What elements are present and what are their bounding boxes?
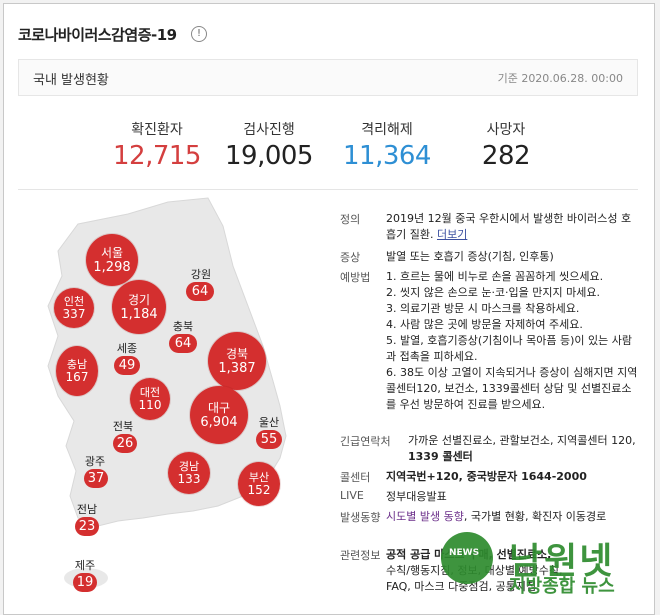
news-logo-icon: NEWS xyxy=(441,532,493,584)
region-jeonnam-name: 전남 xyxy=(76,503,98,516)
region-gyeongbuk-name: 경북 xyxy=(225,346,249,361)
region-daegu-count: 6,904 xyxy=(200,414,238,430)
info-definition-key: 정의 xyxy=(340,213,361,226)
info-trend-key: 발생동향 xyxy=(340,511,381,524)
info-emergency-text: 가까운 선별진료소, 관할보건소, 지역콜센터 120, 1339 콜센터 xyxy=(408,433,640,465)
region-seoul-count: 1,298 xyxy=(93,259,131,275)
region-incheon[interactable]: 인천 337 xyxy=(54,288,94,328)
stat-testing-value: 19,005 xyxy=(225,141,313,171)
region-jeju-count[interactable]: 19 xyxy=(73,573,97,592)
emergency-1339: 1339 콜센터 xyxy=(408,450,473,463)
region-daejeon-name: 대전 xyxy=(139,386,161,399)
region-sejong-name: 세종 xyxy=(116,342,138,355)
trend-link-country[interactable]: 국가별 현황 xyxy=(470,510,525,523)
info-prevention-key: 예방법 xyxy=(340,271,371,284)
region-chungnam[interactable]: 충남 167 xyxy=(56,346,98,396)
region-busan[interactable]: 부산 152 xyxy=(238,462,280,506)
info-symptom-text: 발열 또는 호흡기 증상(기침, 인후통) xyxy=(386,250,554,263)
region-jeonbuk-count[interactable]: 26 xyxy=(113,434,137,453)
region-gyeongbuk-count: 1,387 xyxy=(218,360,256,376)
region-busan-name: 부산 xyxy=(248,471,270,484)
region-ulsan-count[interactable]: 55 xyxy=(256,430,282,449)
stat-confirmed-label: 확진환자 xyxy=(131,122,183,138)
region-gwangju-name: 광주 xyxy=(84,455,106,468)
prevention-list: 1. 흐르는 물에 비누로 손을 꼼꼼하게 씻으세요. 2. 씻지 않은 손으로… xyxy=(386,269,640,413)
region-seoul[interactable]: 서울 1,298 xyxy=(86,234,138,286)
stat-deaths: 사망자 282 xyxy=(441,119,571,171)
related-line-3[interactable]: FAQ, 마스크 다중점검, 공통지침 xyxy=(386,580,537,593)
region-chungnam-count: 167 xyxy=(65,370,89,384)
prevention-item: 6. 38도 이상 고열이 지속되거나 증상이 심해지면 지역콜센터120, 보… xyxy=(386,366,638,411)
watermark-sub: 지방종합 뉴스 xyxy=(509,576,615,597)
logo-text: NEWS xyxy=(449,548,480,558)
stat-testing: 검사진행 19,005 xyxy=(204,119,334,171)
watermark: NEWS 남원넷 지방종합 뉴스 xyxy=(419,527,654,614)
trend-link-route[interactable]: 확진자 이동경로 xyxy=(531,510,607,523)
info-callcenter-key: 콜센터 xyxy=(340,471,371,484)
stat-released: 격리해제 11,364 xyxy=(322,119,452,171)
korea-map: 서울 1,298 인천 337 경기 1,184 강원 64 충북 64 세종 … xyxy=(18,196,328,596)
page-title: 코로나바이러스감염증-19 xyxy=(18,26,177,44)
region-gyeonggi[interactable]: 경기 1,184 xyxy=(112,280,166,334)
domestic-status-label: 국내 발생현황 xyxy=(33,73,109,88)
stat-confirmed: 확진환자 12,715 xyxy=(92,119,222,171)
covid-panel: 코로나바이러스감염증-19 ! 국내 발생현황 기준 2020.06.28. 0… xyxy=(3,3,655,615)
info-definition-text: 2019년 12월 중국 우한시에서 발생한 바이러스성 호흡기 질환. 더보기 xyxy=(386,211,640,243)
info-live-key: LIVE xyxy=(340,489,364,502)
region-gyeongnam-name: 경남 xyxy=(178,460,200,473)
stat-released-value: 11,364 xyxy=(343,141,431,171)
region-daegu-name: 대구 xyxy=(207,400,231,415)
region-busan-count: 152 xyxy=(247,483,271,497)
info-trend-links: 시도별 발생 동향, 국가별 현황, 확진자 이동경로 xyxy=(386,510,607,523)
stat-deaths-label: 사망자 xyxy=(486,122,526,138)
region-gyeonggi-name: 경기 xyxy=(127,292,151,307)
region-gangwon-count[interactable]: 64 xyxy=(186,282,214,301)
emergency-text: 가까운 선별진료소, 관할보건소, 지역콜센터 120, xyxy=(408,434,636,447)
timestamp: 기준 2020.06.28. 00:00 xyxy=(497,72,623,85)
prevention-item: 5. 발열, 호흡기증상(기침이나 목아픔 등)이 있는 사람과 접촉을 피하세… xyxy=(386,334,632,363)
region-jeonnam-count[interactable]: 23 xyxy=(75,517,99,536)
info-symptom-key: 증상 xyxy=(340,251,361,264)
info-callcenter-text: 지역국번+120, 중국방문자 1644-2000 xyxy=(386,470,587,483)
region-jeonbuk-name: 전북 xyxy=(112,420,134,433)
trend-link-region[interactable]: 시도별 발생 동향 xyxy=(386,510,464,523)
info-live-link[interactable]: 정부대응발표 xyxy=(386,490,447,503)
region-gwangju-count[interactable]: 37 xyxy=(84,469,108,488)
region-incheon-name: 인천 xyxy=(63,295,85,308)
region-gyeongnam-count: 133 xyxy=(177,472,201,486)
stat-confirmed-value: 12,715 xyxy=(113,141,201,171)
info-emergency-key: 긴급연락처 xyxy=(340,435,391,448)
region-gyeongnam[interactable]: 경남 133 xyxy=(168,452,210,494)
stat-released-label: 격리해제 xyxy=(361,122,413,138)
region-gyeongbuk[interactable]: 경북 1,387 xyxy=(208,332,266,390)
prevention-item: 1. 흐르는 물에 비누로 손을 꼼꼼하게 씻으세요. xyxy=(386,270,604,283)
region-chungbuk-count[interactable]: 64 xyxy=(169,334,197,353)
region-ulsan-name: 울산 xyxy=(258,416,280,429)
region-sejong-count[interactable]: 49 xyxy=(114,356,140,375)
prevention-item: 4. 사람 많은 곳에 방문을 자제하여 주세요. xyxy=(386,318,583,331)
info-related-key: 관련정보 xyxy=(340,549,381,562)
region-daejeon[interactable]: 대전 110 xyxy=(130,378,170,420)
info-icon[interactable]: ! xyxy=(191,26,207,42)
definition-more-link[interactable]: 더보기 xyxy=(436,228,468,241)
stat-testing-label: 검사진행 xyxy=(243,122,295,138)
region-chungbuk-name: 충북 xyxy=(172,320,194,333)
watermark-title: 남원넷 xyxy=(509,541,615,582)
definition-text: 2019년 12월 중국 우한시에서 발생한 바이러스성 호흡기 질환. xyxy=(386,212,632,241)
region-jeju-name: 제주 xyxy=(74,559,96,572)
domestic-status-bar: 국내 발생현황 기준 2020.06.28. 00:00 xyxy=(18,59,638,96)
prevention-item: 2. 씻지 않은 손으로 눈·코·입을 만지지 마세요. xyxy=(386,286,601,299)
map-outline xyxy=(47,197,287,588)
divider xyxy=(18,189,638,190)
region-gangwon-name: 강원 xyxy=(190,268,212,281)
region-chungnam-name: 충남 xyxy=(66,358,88,371)
region-gyeonggi-count: 1,184 xyxy=(120,306,158,322)
region-daegu[interactable]: 대구 6,904 xyxy=(190,386,248,444)
prevention-item: 3. 의료기관 방문 시 마스크를 착용하세요. xyxy=(386,302,580,315)
region-seoul-name: 서울 xyxy=(100,245,124,260)
stat-deaths-value: 282 xyxy=(481,141,531,171)
region-daejeon-count: 110 xyxy=(138,398,162,412)
region-incheon-count: 337 xyxy=(62,307,86,321)
